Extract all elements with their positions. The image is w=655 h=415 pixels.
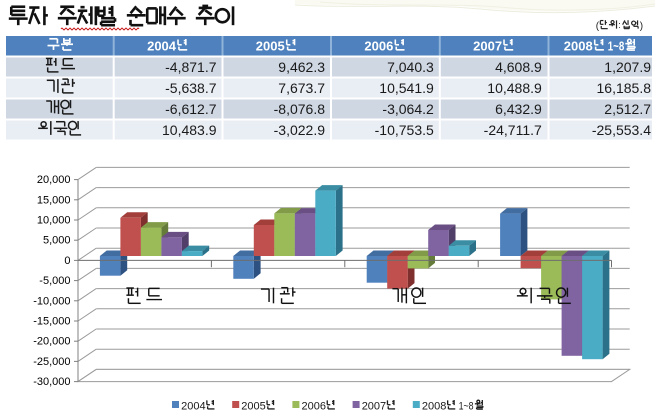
svg-text:-3,064.2: -3,064.2 xyxy=(382,101,434,117)
svg-text:2005: 2005 xyxy=(256,39,285,54)
svg-text:1,207.9: 1,207.9 xyxy=(604,59,651,75)
svg-text:2006: 2006 xyxy=(302,401,326,413)
svg-text:10,488.9: 10,488.9 xyxy=(487,80,542,96)
svg-text:-10,000: -10,000 xyxy=(33,295,70,307)
svg-text:9,462.3: 9,462.3 xyxy=(278,59,325,75)
svg-text:10,483.9: 10,483.9 xyxy=(162,122,217,138)
svg-text:2007: 2007 xyxy=(473,39,502,54)
svg-text:15,000: 15,000 xyxy=(37,194,71,206)
svg-text:2005: 2005 xyxy=(241,401,265,413)
svg-text:7,040.3: 7,040.3 xyxy=(387,59,434,75)
svg-text:(: ( xyxy=(596,21,600,32)
svg-text:7,673.7: 7,673.7 xyxy=(278,80,325,96)
svg-text:0: 0 xyxy=(64,255,70,267)
svg-text::: : xyxy=(618,20,621,30)
svg-text:-20,000: -20,000 xyxy=(33,336,70,348)
svg-text:-8,076.8: -8,076.8 xyxy=(274,101,326,117)
svg-text:-30,000: -30,000 xyxy=(33,376,70,388)
svg-text:2004: 2004 xyxy=(147,39,177,54)
svg-text:-25,553.4: -25,553.4 xyxy=(592,122,651,138)
svg-text:2008: 2008 xyxy=(422,401,446,413)
svg-text:20,000: 20,000 xyxy=(37,174,71,186)
svg-text:2007: 2007 xyxy=(362,401,386,413)
svg-text:-3,022.9: -3,022.9 xyxy=(274,122,326,138)
svg-text:-15,000: -15,000 xyxy=(33,316,70,328)
svg-text:-25,000: -25,000 xyxy=(33,356,70,368)
svg-text:2008: 2008 xyxy=(564,39,593,54)
svg-text:-5,000: -5,000 xyxy=(39,275,70,287)
svg-text:-5,638.7: -5,638.7 xyxy=(165,80,217,96)
svg-text:10,541.9: 10,541.9 xyxy=(379,80,434,96)
svg-text:5,000: 5,000 xyxy=(43,235,71,247)
svg-text:): ) xyxy=(640,21,643,32)
svg-text:4,608.9: 4,608.9 xyxy=(495,59,542,75)
svg-text:2,512.7: 2,512.7 xyxy=(604,101,651,117)
svg-text:1~8: 1~8 xyxy=(459,401,474,413)
svg-text:2006: 2006 xyxy=(364,39,393,54)
svg-text:-10,753.5: -10,753.5 xyxy=(375,122,434,138)
svg-text:1~8: 1~8 xyxy=(608,39,625,54)
svg-text:-6,612.7: -6,612.7 xyxy=(165,101,217,117)
svg-text:16,185.8: 16,185.8 xyxy=(597,80,652,96)
svg-text:2004: 2004 xyxy=(181,401,205,413)
svg-text:10,000: 10,000 xyxy=(37,215,71,227)
svg-text:-24,711.7: -24,711.7 xyxy=(484,122,542,138)
svg-text:6,432.9: 6,432.9 xyxy=(495,101,542,117)
svg-text:-4,871.7: -4,871.7 xyxy=(165,59,217,75)
